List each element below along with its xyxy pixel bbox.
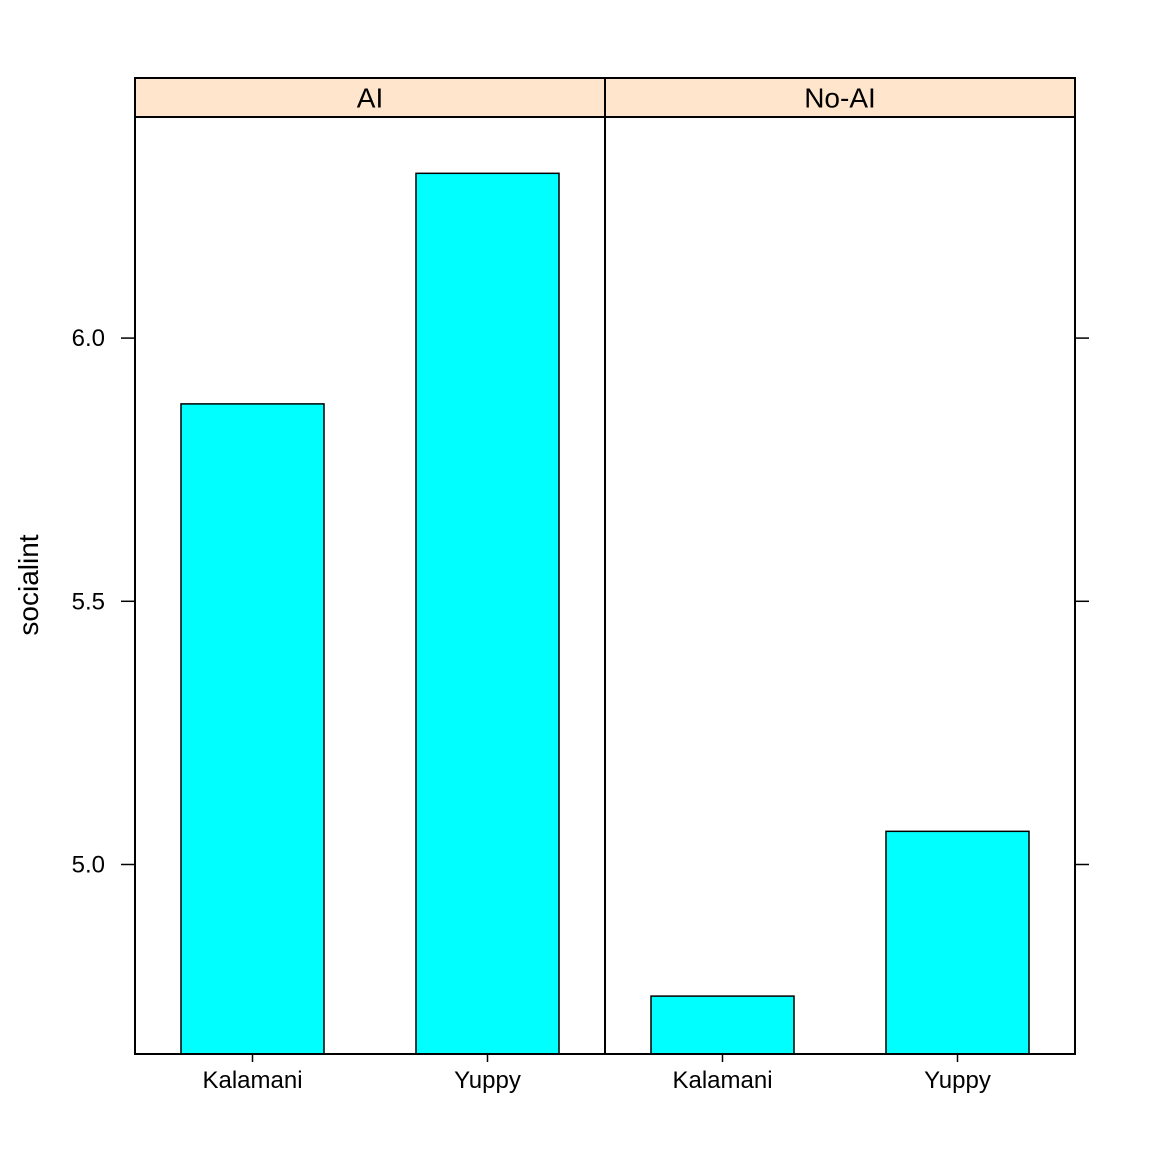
strip-ai bbox=[134, 77, 606, 118]
x-tick-label: Kalamani bbox=[202, 1067, 302, 1094]
bar-ai-yuppy bbox=[415, 172, 560, 1055]
panels-group: AI Kalamani Yuppy No-AI Kalamani Yuppy 5.0 5.5 6… bbox=[72, 77, 1089, 1094]
bar-no-ai-yuppy bbox=[885, 830, 1030, 1055]
strip-no-ai bbox=[604, 77, 1076, 118]
y-tick-label: 5.5 bbox=[72, 588, 105, 615]
x-tick-label: Kalamani bbox=[672, 1067, 772, 1094]
y-axis-label: socialint bbox=[13, 534, 44, 635]
x-tick-label: Yuppy bbox=[454, 1067, 521, 1094]
bar-no-ai-kalamani bbox=[650, 995, 795, 1055]
x-tick-label: Yuppy bbox=[924, 1067, 991, 1094]
y-tick-label: 5.0 bbox=[72, 851, 105, 878]
panel-frame-no-ai bbox=[604, 116, 1076, 1055]
bar-ai-kalamani bbox=[180, 403, 325, 1055]
strip-label-ai: AI bbox=[357, 83, 383, 114]
strip-label-no-ai: No-AI bbox=[804, 83, 876, 114]
y-tick-label: 6.0 bbox=[72, 325, 105, 352]
